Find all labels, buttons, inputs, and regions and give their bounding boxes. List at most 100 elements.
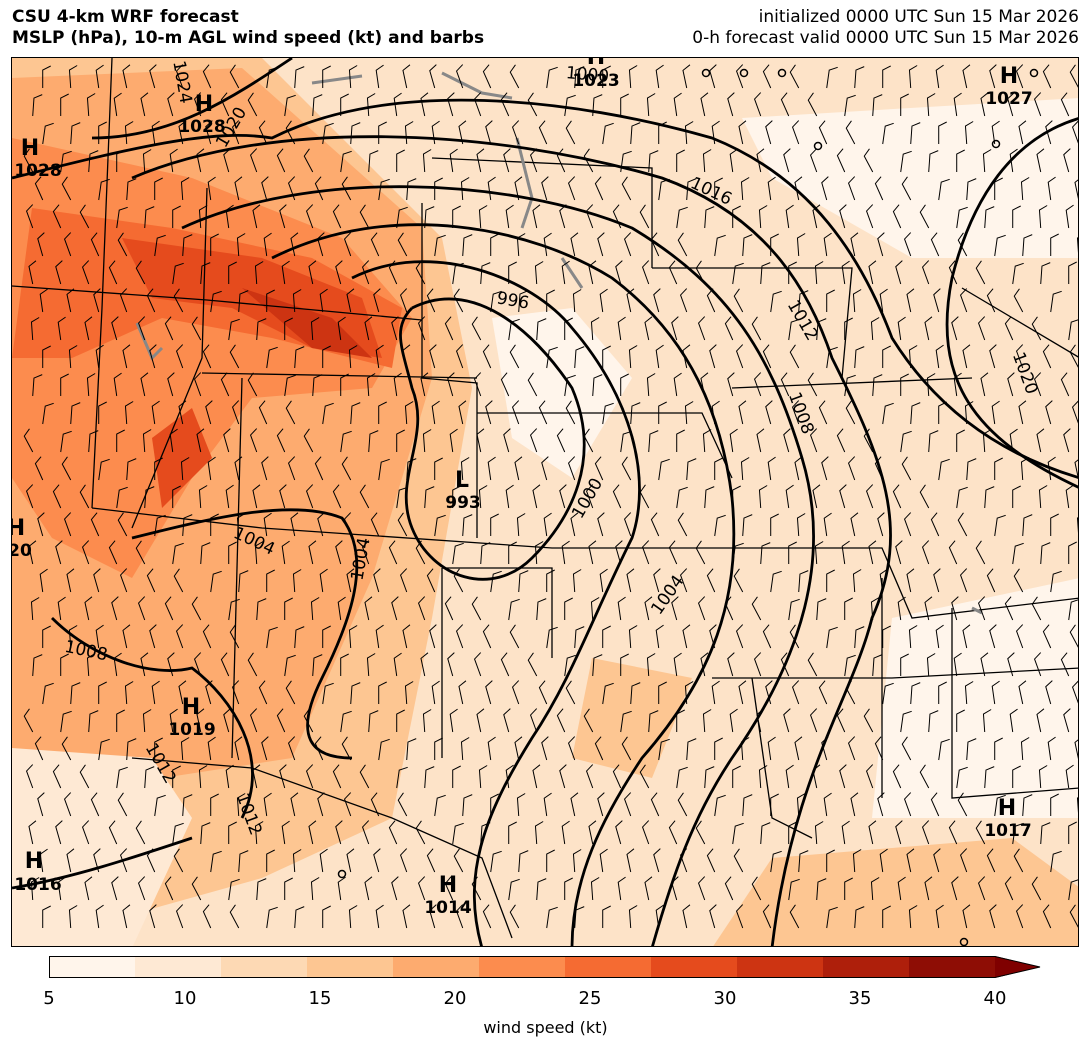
wind-barb: [397, 792, 408, 817]
wind-barb: [590, 597, 600, 621]
wind-barb: [429, 64, 437, 89]
wind-barb: [422, 429, 432, 453]
wind-barb: [228, 318, 240, 341]
wind-barb: [303, 148, 314, 173]
wind-barb: [310, 597, 320, 621]
wind-barb: [39, 288, 48, 313]
wind-barb: [706, 848, 716, 873]
wind-barb: [108, 260, 118, 285]
wind-barb: [538, 680, 548, 705]
wind-barb: [1068, 318, 1078, 341]
wind-barb: [52, 484, 62, 509]
wind-barb: [429, 904, 437, 929]
wind-barb: [95, 624, 104, 649]
wind-barb: [877, 792, 885, 817]
wind-barb: [455, 64, 464, 89]
wind-barb: [903, 232, 912, 257]
wind-barb: [655, 64, 664, 89]
wind-barb: [585, 764, 594, 789]
wind-barb: [938, 681, 947, 704]
wind-barb: [1015, 624, 1024, 649]
wind-barb: [169, 428, 178, 453]
pressure-center-type: H: [587, 58, 605, 70]
wind-barb: [845, 400, 856, 425]
wind-barb: [60, 430, 72, 453]
wind-barb: [765, 400, 773, 425]
wind-barb: [572, 289, 582, 313]
wind-barb: [760, 262, 771, 285]
wind-barb: [709, 624, 717, 649]
wind-barb: [538, 120, 548, 145]
pressure-center-type: H: [182, 695, 200, 720]
wind-barb: [621, 456, 632, 481]
wind-barb: [202, 344, 212, 369]
wind-barb: [23, 428, 34, 453]
wind-barb: [658, 401, 667, 424]
wind-barb: [770, 233, 779, 256]
wind-barb: [729, 148, 738, 173]
wind-barb: [791, 400, 800, 425]
wind-barb: [783, 428, 791, 453]
wind-barb: [924, 316, 933, 341]
wind-barb: [742, 514, 753, 537]
wind-barb: [863, 708, 874, 733]
wind-barb: [724, 876, 734, 901]
wind-barb: [850, 792, 859, 817]
wind-barb: [478, 485, 488, 509]
wind-barb: [111, 316, 119, 341]
wind-barb: [592, 94, 603, 117]
wind-barb: [711, 120, 720, 145]
wind-barb: [1071, 120, 1078, 145]
wind-barb: [485, 120, 493, 145]
wind-barb: [202, 624, 212, 649]
wind-barb: [620, 653, 629, 676]
wind-barb: [452, 822, 464, 845]
wind-barb: [458, 120, 467, 145]
wind-barb: [1068, 261, 1077, 284]
wind-barb: [378, 681, 387, 704]
wind-barb: [984, 206, 995, 229]
wind-barb: [455, 624, 464, 649]
wind-barb: [505, 764, 514, 789]
wind-barb: [585, 204, 594, 229]
wind-barb: [844, 654, 856, 677]
wind-barb: [758, 765, 768, 789]
wind-barb: [753, 372, 762, 397]
wind-barb: [137, 596, 146, 621]
wind-barb: [565, 400, 576, 425]
wind-barb: [984, 766, 995, 789]
wind-barb: [431, 120, 440, 145]
wind-barb: [119, 568, 128, 593]
wind-barb: [956, 709, 965, 732]
wind-barb: [770, 290, 782, 313]
wind-barb: [368, 710, 379, 733]
wind-barb: [789, 624, 800, 649]
wind-barb: [341, 456, 352, 481]
wind-barb: [378, 178, 390, 201]
pressure-center-value: 1019: [168, 720, 215, 740]
wind-barb: [900, 93, 909, 116]
wind-barb: [686, 738, 697, 761]
wind-barb: [175, 904, 184, 929]
wind-barb: [258, 680, 268, 705]
wind-barb: [122, 344, 131, 369]
wind-barb: [34, 456, 44, 481]
wind-barb: [406, 178, 417, 201]
wind-barb: [948, 820, 958, 845]
wind-barb: [366, 93, 376, 117]
wind-barb: [653, 288, 661, 313]
wind-barb: [874, 456, 884, 481]
wind-barb: [536, 878, 547, 901]
wind-barb: [796, 513, 806, 537]
wind-barb: [254, 261, 264, 285]
wind-barb: [826, 569, 835, 592]
wind-barb: [337, 316, 346, 341]
wind-barb: [836, 708, 846, 733]
wind-barb: [287, 176, 296, 201]
colorbar-tick: 35: [848, 988, 872, 1009]
wind-barb: [588, 820, 597, 845]
wind-barb: [359, 484, 370, 509]
wind-barb: [154, 737, 163, 760]
wind-barb: [538, 400, 548, 425]
wind-barb: [975, 260, 986, 285]
